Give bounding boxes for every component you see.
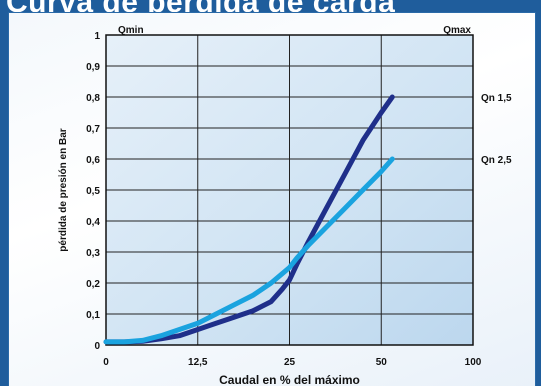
y-tick-7: 0,7	[86, 124, 100, 135]
series-line-0	[103, 94, 395, 345]
y-tick-labels: 0 0,1 0,2 0,3 0,4 0,5 0,6 0,7 0,8 0,9 1	[86, 31, 100, 352]
y-tick-9: 0,9	[86, 62, 100, 73]
x-tick-labels: 0 12,5 25 50 100	[103, 357, 482, 368]
x-tick-1: 12,5	[188, 357, 208, 368]
series-label-0: Qn 1,5	[481, 93, 512, 104]
y-tick-8: 0,8	[86, 93, 100, 104]
y-axis-label: pérdida de presión en Bar	[58, 128, 69, 251]
plot-border	[105, 34, 474, 346]
y-tick-6: 0,6	[86, 155, 100, 166]
x-axis-label: Caudal en % del máximo	[219, 373, 360, 385]
qmax-label: Qmax	[443, 25, 471, 36]
series-label-1: Qn 2,5	[481, 155, 512, 166]
series-lines	[103, 94, 395, 345]
y-tick-10: 1	[94, 31, 100, 42]
y-tick-3: 0,3	[86, 248, 100, 259]
series-end-labels: Qn 1,5 Qn 2,5	[481, 93, 512, 166]
y-tick-4: 0,4	[86, 217, 100, 228]
y-tick-2: 0,2	[86, 279, 100, 290]
x-tick-0: 0	[103, 357, 109, 368]
y-tick-0: 0	[94, 341, 100, 352]
y-tick-1: 0,1	[86, 310, 100, 321]
x-tick-4: 100	[465, 357, 482, 368]
x-tick-2: 25	[284, 357, 296, 368]
y-tick-5: 0,5	[86, 186, 100, 197]
series-line-1	[103, 156, 395, 345]
qmin-label: Qmin	[118, 25, 144, 36]
x-tick-3: 50	[376, 357, 388, 368]
